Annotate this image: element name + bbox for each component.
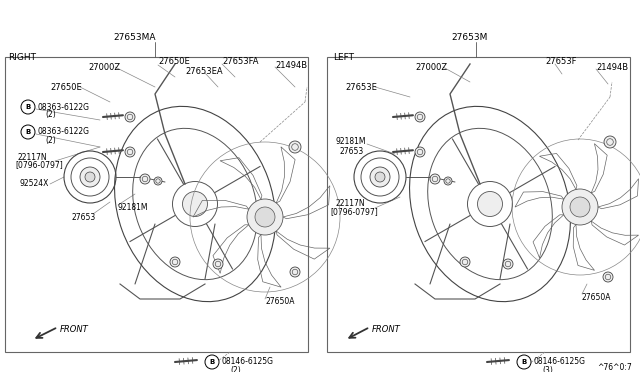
Circle shape [255,207,275,227]
Text: 27000Z: 27000Z [88,62,120,71]
Text: 21494B: 21494B [275,61,307,70]
Circle shape [517,355,531,369]
Ellipse shape [182,192,207,217]
Text: (3): (3) [542,366,553,372]
Text: 92524X: 92524X [20,180,49,189]
Circle shape [247,199,283,235]
Circle shape [570,197,590,217]
Text: RIGHT: RIGHT [8,52,36,61]
Circle shape [603,272,613,282]
Text: (2): (2) [45,110,56,119]
Circle shape [213,259,223,269]
Text: 92181M: 92181M [118,202,148,212]
Ellipse shape [80,167,100,187]
Ellipse shape [85,172,95,182]
Text: 27000Z: 27000Z [415,62,447,71]
Circle shape [415,112,425,122]
Ellipse shape [477,192,502,217]
Text: 92181M: 92181M [335,138,365,147]
Text: 22117N: 22117N [335,199,365,208]
Text: 27650A: 27650A [265,298,294,307]
Text: 08363-6122G: 08363-6122G [37,103,89,112]
Text: 22117N: 22117N [18,153,47,161]
Circle shape [430,174,440,184]
Circle shape [125,147,135,157]
Circle shape [21,100,35,114]
Text: 27653EA: 27653EA [185,67,223,77]
Text: (2): (2) [230,366,241,372]
Bar [327,57,630,352]
Ellipse shape [370,167,390,187]
Text: 08146-6125G: 08146-6125G [222,357,274,366]
Text: [0796-0797]: [0796-0797] [15,160,63,170]
Text: ^76^0:7: ^76^0:7 [597,362,632,372]
Circle shape [140,174,150,184]
Text: 08363-6122G: 08363-6122G [37,128,89,137]
Text: FRONT: FRONT [372,324,401,334]
Ellipse shape [375,172,385,182]
Text: B: B [522,359,527,365]
Text: FRONT: FRONT [60,324,89,334]
Text: 27653E: 27653E [345,83,377,92]
Text: B: B [26,129,31,135]
Text: LEFT: LEFT [333,52,354,61]
Text: 08146-6125G: 08146-6125G [534,357,586,366]
Text: B: B [209,359,214,365]
Text: 27653FA: 27653FA [222,58,259,67]
Circle shape [289,141,301,153]
Circle shape [125,112,135,122]
Text: B: B [26,104,31,110]
Text: 27650E: 27650E [158,58,189,67]
Circle shape [503,259,513,269]
Circle shape [205,355,219,369]
Circle shape [415,147,425,157]
Circle shape [290,267,300,277]
Circle shape [604,136,616,148]
Text: 27653MA: 27653MA [114,32,156,42]
Circle shape [154,177,162,185]
Bar [5,57,308,352]
Text: 27653F: 27653F [545,58,577,67]
Text: 27650A: 27650A [582,292,611,301]
Text: 27653M: 27653M [452,32,488,42]
Circle shape [170,257,180,267]
Text: 27650E: 27650E [50,83,82,92]
Text: (2): (2) [45,135,56,144]
Circle shape [562,189,598,225]
Circle shape [460,257,470,267]
Text: 27653: 27653 [340,148,364,157]
Text: 27653: 27653 [72,212,96,221]
Text: 21494B: 21494B [596,62,628,71]
Circle shape [444,177,452,185]
Circle shape [21,125,35,139]
Text: [0796-0797]: [0796-0797] [330,208,378,217]
